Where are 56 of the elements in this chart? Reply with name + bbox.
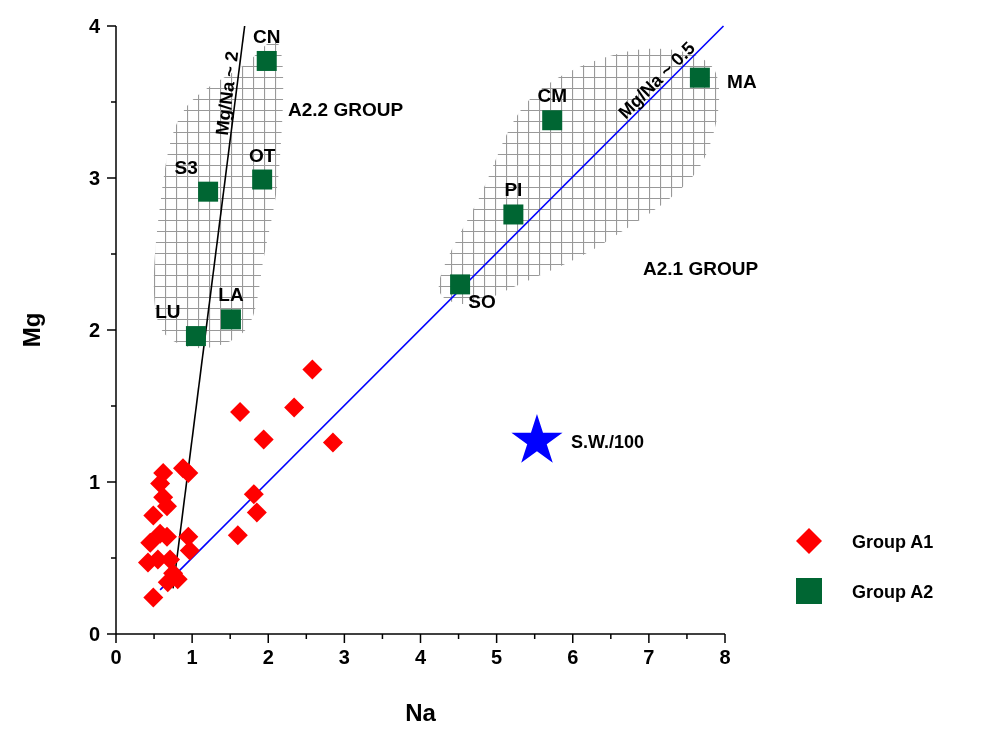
point xyxy=(178,462,199,483)
point xyxy=(143,587,164,608)
point xyxy=(256,50,277,71)
point xyxy=(220,309,241,330)
point xyxy=(302,359,323,380)
x-tick-label: 6 xyxy=(567,646,579,668)
x-axis-title: Na xyxy=(405,699,437,726)
x-tick-label: 1 xyxy=(186,646,198,668)
point xyxy=(252,169,273,190)
y-tick-label: 0 xyxy=(88,623,100,645)
point xyxy=(253,429,274,450)
point xyxy=(246,502,267,523)
annotation: A2.1 GROUP xyxy=(643,258,759,279)
annotation: CM xyxy=(537,85,567,107)
point xyxy=(503,204,524,225)
annotation: CN xyxy=(253,25,281,47)
x-tick-label: 2 xyxy=(262,646,274,668)
y-tick-label: 2 xyxy=(88,319,100,341)
x-tick-label: 4 xyxy=(414,646,427,668)
point xyxy=(322,432,343,453)
x-tick-label: 3 xyxy=(338,646,350,668)
annotation: S3 xyxy=(174,156,198,178)
point xyxy=(157,496,177,517)
y-axis-title: Mg xyxy=(18,312,45,348)
annotation: LA xyxy=(218,284,244,306)
point xyxy=(140,532,161,553)
x-tick-label: 8 xyxy=(719,646,731,668)
legend-label: Group A1 xyxy=(852,532,934,552)
point xyxy=(542,110,563,131)
y-tick-label: 1 xyxy=(88,471,100,493)
point xyxy=(284,397,305,418)
x-tick-label: 7 xyxy=(643,646,655,668)
annotation: A2.2 GROUP xyxy=(288,99,404,120)
point xyxy=(143,505,164,526)
x-tick-label: 5 xyxy=(491,646,503,668)
series-label: S.W./100 xyxy=(570,431,645,452)
point xyxy=(227,525,248,546)
annotation: MA xyxy=(727,70,757,92)
point xyxy=(179,540,200,561)
annotation: OT xyxy=(248,144,276,166)
y-tick-label: 4 xyxy=(88,15,101,37)
annotation: SO xyxy=(468,291,496,313)
point xyxy=(450,274,471,295)
y-tick-label: 3 xyxy=(88,167,100,189)
annotation: PI xyxy=(504,179,523,201)
annotation: LU xyxy=(155,301,181,323)
point xyxy=(198,181,219,202)
point xyxy=(243,484,264,505)
point xyxy=(230,402,251,423)
point xyxy=(689,67,710,88)
legend-label: Group A2 xyxy=(852,582,934,602)
text: Mg/Na ~ 2 xyxy=(211,50,243,137)
x-tick-label: 0 xyxy=(110,646,122,668)
point xyxy=(178,526,199,547)
point xyxy=(185,326,206,347)
point xyxy=(150,473,171,494)
